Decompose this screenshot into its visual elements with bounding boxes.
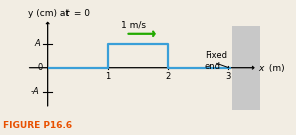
Text: FIGURE P16.6: FIGURE P16.6	[3, 121, 72, 130]
Text: y (cm) at: y (cm) at	[28, 9, 72, 18]
Text: t: t	[66, 9, 69, 18]
Text: -A: -A	[31, 87, 40, 96]
Text: A: A	[34, 39, 40, 48]
Text: 1 m/s: 1 m/s	[121, 20, 146, 29]
Text: x: x	[259, 64, 264, 73]
Text: 0: 0	[38, 63, 43, 72]
Text: 3: 3	[225, 72, 230, 82]
Text: (m): (m)	[266, 64, 285, 73]
Bar	[232, 26, 260, 109]
Text: = 0: = 0	[71, 9, 90, 18]
Text: 1: 1	[105, 72, 110, 82]
Text: Fixed
end: Fixed end	[205, 50, 227, 71]
Text: 2: 2	[165, 72, 170, 82]
